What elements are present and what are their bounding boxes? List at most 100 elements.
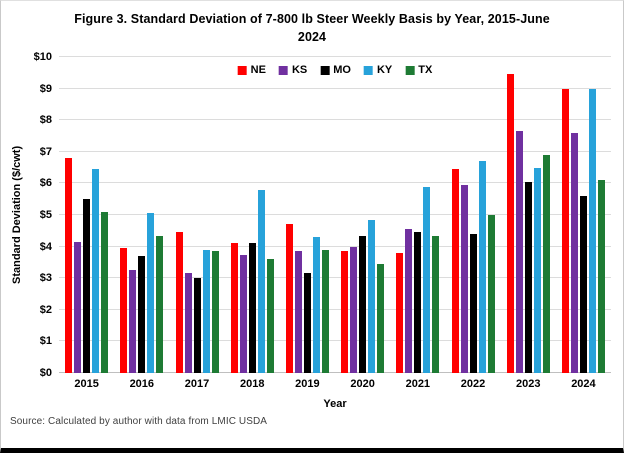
legend-label-NE: NE <box>250 64 266 76</box>
legend-label-KY: KY <box>376 64 393 76</box>
x-tick-label-2022: 2022 <box>460 378 486 390</box>
bar-MO-2023 <box>524 181 532 373</box>
gridline <box>59 277 611 279</box>
bar-TX-2024 <box>597 180 605 373</box>
legend-swatch-NE <box>237 65 247 75</box>
legend-label-TX: TX <box>418 64 433 76</box>
bar-group-2023 <box>501 57 556 373</box>
bar-KS-2024 <box>570 132 578 373</box>
y-tick-label: $5 <box>39 209 52 221</box>
bar-KS-2023 <box>515 131 523 373</box>
bar-KY-2021 <box>423 186 431 373</box>
x-tick-labels: 2015 2016 2017 2018 2019 2020 2021 2022 2023 2024 <box>59 378 611 390</box>
bar-group-2022 <box>445 57 500 373</box>
bar-KY-2022 <box>478 161 486 373</box>
bar-group-2021 <box>390 57 445 373</box>
bar-group-2019 <box>280 57 335 373</box>
bar-MO-2021 <box>414 232 422 373</box>
bar-NE-2016 <box>120 248 128 373</box>
bar-TX-2022 <box>487 215 495 373</box>
bar-MO-2022 <box>469 233 477 373</box>
bar-TX-2016 <box>156 235 164 373</box>
x-tick-label-2018: 2018 <box>239 378 265 390</box>
bar-KS-2019 <box>294 251 302 373</box>
bar-KY-2024 <box>588 88 596 373</box>
x-tick-label-2019: 2019 <box>295 378 320 390</box>
legend-item-NE: NE <box>237 64 266 76</box>
x-tick-label-2016: 2016 <box>129 378 155 390</box>
gridline <box>59 56 611 57</box>
bar-group-2017 <box>169 57 224 373</box>
bar-KY-2023 <box>533 167 541 373</box>
gridline <box>59 119 611 121</box>
y-tick-label: $8 <box>39 114 52 127</box>
bar-MO-2017 <box>193 278 201 373</box>
gridline <box>59 245 611 247</box>
y-axis-title: Standard Deviation ($/cwt) <box>11 145 23 285</box>
bar-KY-2017 <box>202 249 210 373</box>
bar-TX-2020 <box>377 263 385 373</box>
bar-NE-2021 <box>396 252 404 373</box>
bar-TX-2015 <box>101 211 109 373</box>
gridline <box>59 308 611 310</box>
gridline <box>59 87 611 89</box>
legend-swatch-KS <box>278 65 288 75</box>
bar-TX-2019 <box>321 249 329 373</box>
bar-KY-2018 <box>257 189 265 373</box>
bar-group-2020 <box>335 57 390 373</box>
x-tick-label-2020: 2020 <box>350 378 375 390</box>
bar-group-2016 <box>114 57 169 373</box>
x-axis-title: Year <box>323 398 347 410</box>
bar-group-2015 <box>59 57 114 373</box>
bar-KY-2015 <box>92 169 100 373</box>
bar-NE-2019 <box>285 224 293 373</box>
legend-item-KY: KY <box>363 64 393 76</box>
bar-MO-2020 <box>359 235 367 373</box>
legend-item-TX: TX <box>405 64 432 76</box>
bar-TX-2023 <box>542 154 550 373</box>
x-tick-label-2015: 2015 <box>74 378 99 390</box>
legend-item-MO: MO <box>320 64 351 76</box>
legend: NE KS MO KY TX <box>237 64 432 76</box>
x-tick-label-2023: 2023 <box>515 378 541 390</box>
bar-NE-2015 <box>65 158 73 373</box>
bar-NE-2017 <box>175 232 183 373</box>
bar-KS-2020 <box>350 246 358 373</box>
bar-group-2018 <box>225 57 280 373</box>
bar-KS-2016 <box>129 270 137 373</box>
bar-MO-2019 <box>303 273 311 373</box>
y-tick-label: $7 <box>39 145 52 158</box>
plot-area: $0 $1 $2 $3 $4 $5 $6 $7 $8 $9 $10 NE KS MO KY TX <box>34 51 611 379</box>
bar-KS-2017 <box>184 273 192 373</box>
bar-KS-2018 <box>239 254 247 373</box>
bar-KY-2016 <box>147 213 155 373</box>
gridline <box>59 182 611 184</box>
bar-groups <box>59 57 611 373</box>
y-tick-label: $0 <box>39 367 52 379</box>
source-note: Source: Calculated by author with data f… <box>10 416 268 427</box>
bar-group-2024 <box>556 57 611 373</box>
bar-MO-2015 <box>83 199 91 373</box>
bar-KS-2015 <box>74 241 82 373</box>
chart-title: Figure 3. Standard Deviation of 7-800 lb… <box>74 12 550 44</box>
legend-label-KS: KS <box>291 64 308 76</box>
bar-MO-2016 <box>138 256 146 373</box>
gridline <box>59 372 611 373</box>
bar-TX-2018 <box>266 259 274 373</box>
bar-KS-2021 <box>405 229 413 373</box>
bar-KY-2019 <box>312 237 320 373</box>
y-tick-label: $9 <box>39 82 52 95</box>
legend-swatch-MO <box>320 65 330 75</box>
bar-KY-2020 <box>368 219 376 373</box>
bar-NE-2023 <box>506 74 514 373</box>
x-tick-label-2024: 2024 <box>571 378 596 390</box>
bar-NE-2022 <box>451 169 459 373</box>
bar-NE-2018 <box>230 243 238 373</box>
gridline <box>59 214 611 215</box>
x-tick-label-2017: 2017 <box>184 378 210 390</box>
gridline <box>59 150 611 152</box>
bar-MO-2024 <box>579 196 587 373</box>
legend-swatch-KY <box>363 65 373 75</box>
bar-TX-2017 <box>211 251 219 373</box>
y-tick-label: $10 <box>33 51 52 63</box>
